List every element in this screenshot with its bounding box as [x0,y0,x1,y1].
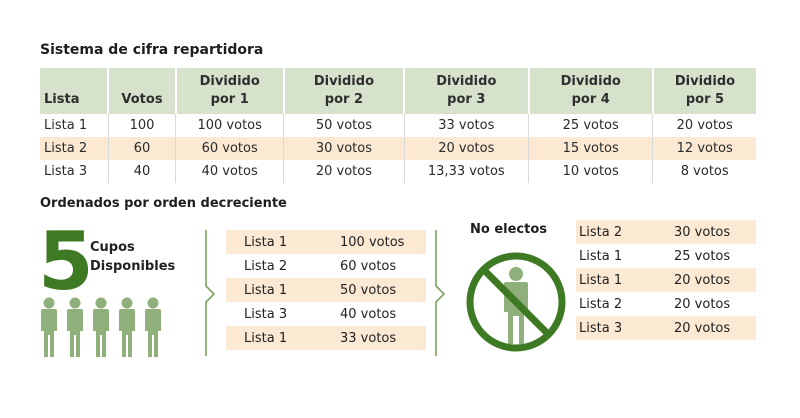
list-item: Lista 3 20 votos [576,316,756,340]
cell-votos: 40 [108,160,177,183]
list-item: Lista 1 20 votos [576,268,756,292]
chart-title: Sistema de cifra repartidora [40,42,264,58]
cell-div5: 8 votos [680,164,729,179]
ranked-votos: 33 votos [340,330,397,346]
header-div2: Dividido por 2 [283,68,406,114]
cell-div1: 40 votos [175,160,285,183]
cupos-number: 5 [38,215,94,308]
table-row: Lista 1 100 100 votos 50 votos 33 votos … [40,114,756,137]
list-item: Lista 2 20 votos [576,292,756,316]
cell-div4: 25 votos [528,114,654,137]
no-electo-lista: Lista 2 [579,224,623,240]
cell-div1: 60 votos [175,137,285,160]
header-div1-label: Dividido por 1 [199,74,260,107]
no-entry-person-icon [466,252,566,352]
ranked-lista: Lista 1 [244,330,288,346]
person-icon [67,297,83,357]
table-row: Lista 3 40 40 votos 20 votos 13,33 votos… [40,160,756,183]
cell-div3: 33 votos [404,114,530,137]
no-electo-lista: Lista 2 [579,296,623,312]
ranked-list: Lista 1 100 votos Lista 2 60 votos Lista… [226,230,426,350]
right-bracket [435,230,446,356]
cell-div5: 20 votos [676,118,733,133]
list-item: Lista 1 100 votos [226,230,426,254]
person-icon [41,297,57,357]
people-group [41,297,161,357]
cell-div2: 50 votos [283,114,405,137]
person-icon [93,297,109,357]
list-item: Lista 1 50 votos [226,278,426,302]
person-icon [145,297,161,357]
table-header-row: Lista Votos Dividido por 1 Dividido por … [40,68,756,114]
ranked-lista: Lista 1 [244,234,288,250]
header-div3: Dividido por 3 [404,68,530,114]
cell-div4: 10 votos [528,160,654,183]
cell-votos: 60 [108,137,177,160]
no-electos-list: Lista 2 30 votos Lista 1 25 votos Lista … [576,220,756,340]
cifra-table: Lista Votos Dividido por 1 Dividido por … [40,68,756,183]
header-lista: Lista [40,68,110,114]
cupos-label: Cupos Disponibles [90,238,175,276]
no-electo-votos: 20 votos [674,272,731,288]
cell-lista: Lista 1 [40,114,109,137]
header-div4: Dividido por 4 [528,68,654,114]
section-subtitle: Ordenados por orden decreciente [40,196,287,211]
cell-votos: 100 [108,114,177,137]
header-votos: Votos [108,68,177,114]
person-icon [119,297,135,357]
cell-lista: Lista 3 [40,160,109,183]
cell-div2: 20 votos [283,160,405,183]
list-item: Lista 3 40 votos [226,302,426,326]
cell-div4: 15 votos [528,137,654,160]
no-electo-votos: 30 votos [674,224,731,240]
ranked-votos: 60 votos [340,258,397,274]
header-div2-label: Dividido por 2 [313,74,375,107]
ranked-lista: Lista 3 [244,306,288,322]
no-electo-lista: Lista 3 [579,320,623,336]
header-div5-label: Dividido por 5 [674,74,736,107]
header-div3-label: Dividido por 3 [436,74,497,107]
cell-div2: 30 votos [283,137,405,160]
ranked-votos: 40 votos [340,306,397,322]
no-electo-lista: Lista 1 [579,248,623,264]
header-div1: Dividido por 1 [175,68,285,114]
header-div4-label: Dividido por 4 [560,74,621,107]
ranked-lista: Lista 1 [244,282,288,298]
list-item: Lista 2 60 votos [226,254,426,278]
no-electo-votos: 25 votos [674,248,731,264]
cell-div3: 20 votos [404,137,530,160]
no-electo-votos: 20 votos [674,296,731,312]
ranked-votos: 100 votos [340,234,405,250]
table-row: Lista 2 60 60 votos 30 votos 20 votos 15… [40,137,756,160]
left-bracket [205,230,216,356]
cupos-label-line1: Cupos [90,240,135,255]
list-item: Lista 1 25 votos [576,244,756,268]
no-electo-votos: 20 votos [674,320,731,336]
no-electos-title: No electos [470,222,548,237]
ranked-votos: 50 votos [340,282,397,298]
cell-div1: 100 votos [175,114,285,137]
header-div5: Dividido por 5 [652,68,756,114]
cell-lista: Lista 2 [40,137,109,160]
list-item: Lista 2 30 votos [576,220,756,244]
no-electo-lista: Lista 1 [579,272,623,288]
cupos-label-line2: Disponibles [90,259,176,274]
ranked-lista: Lista 2 [244,258,288,274]
cell-div5: 12 votos [652,137,756,160]
list-item: Lista 1 33 votos [226,326,426,350]
cell-div3: 13,33 votos [404,160,530,183]
